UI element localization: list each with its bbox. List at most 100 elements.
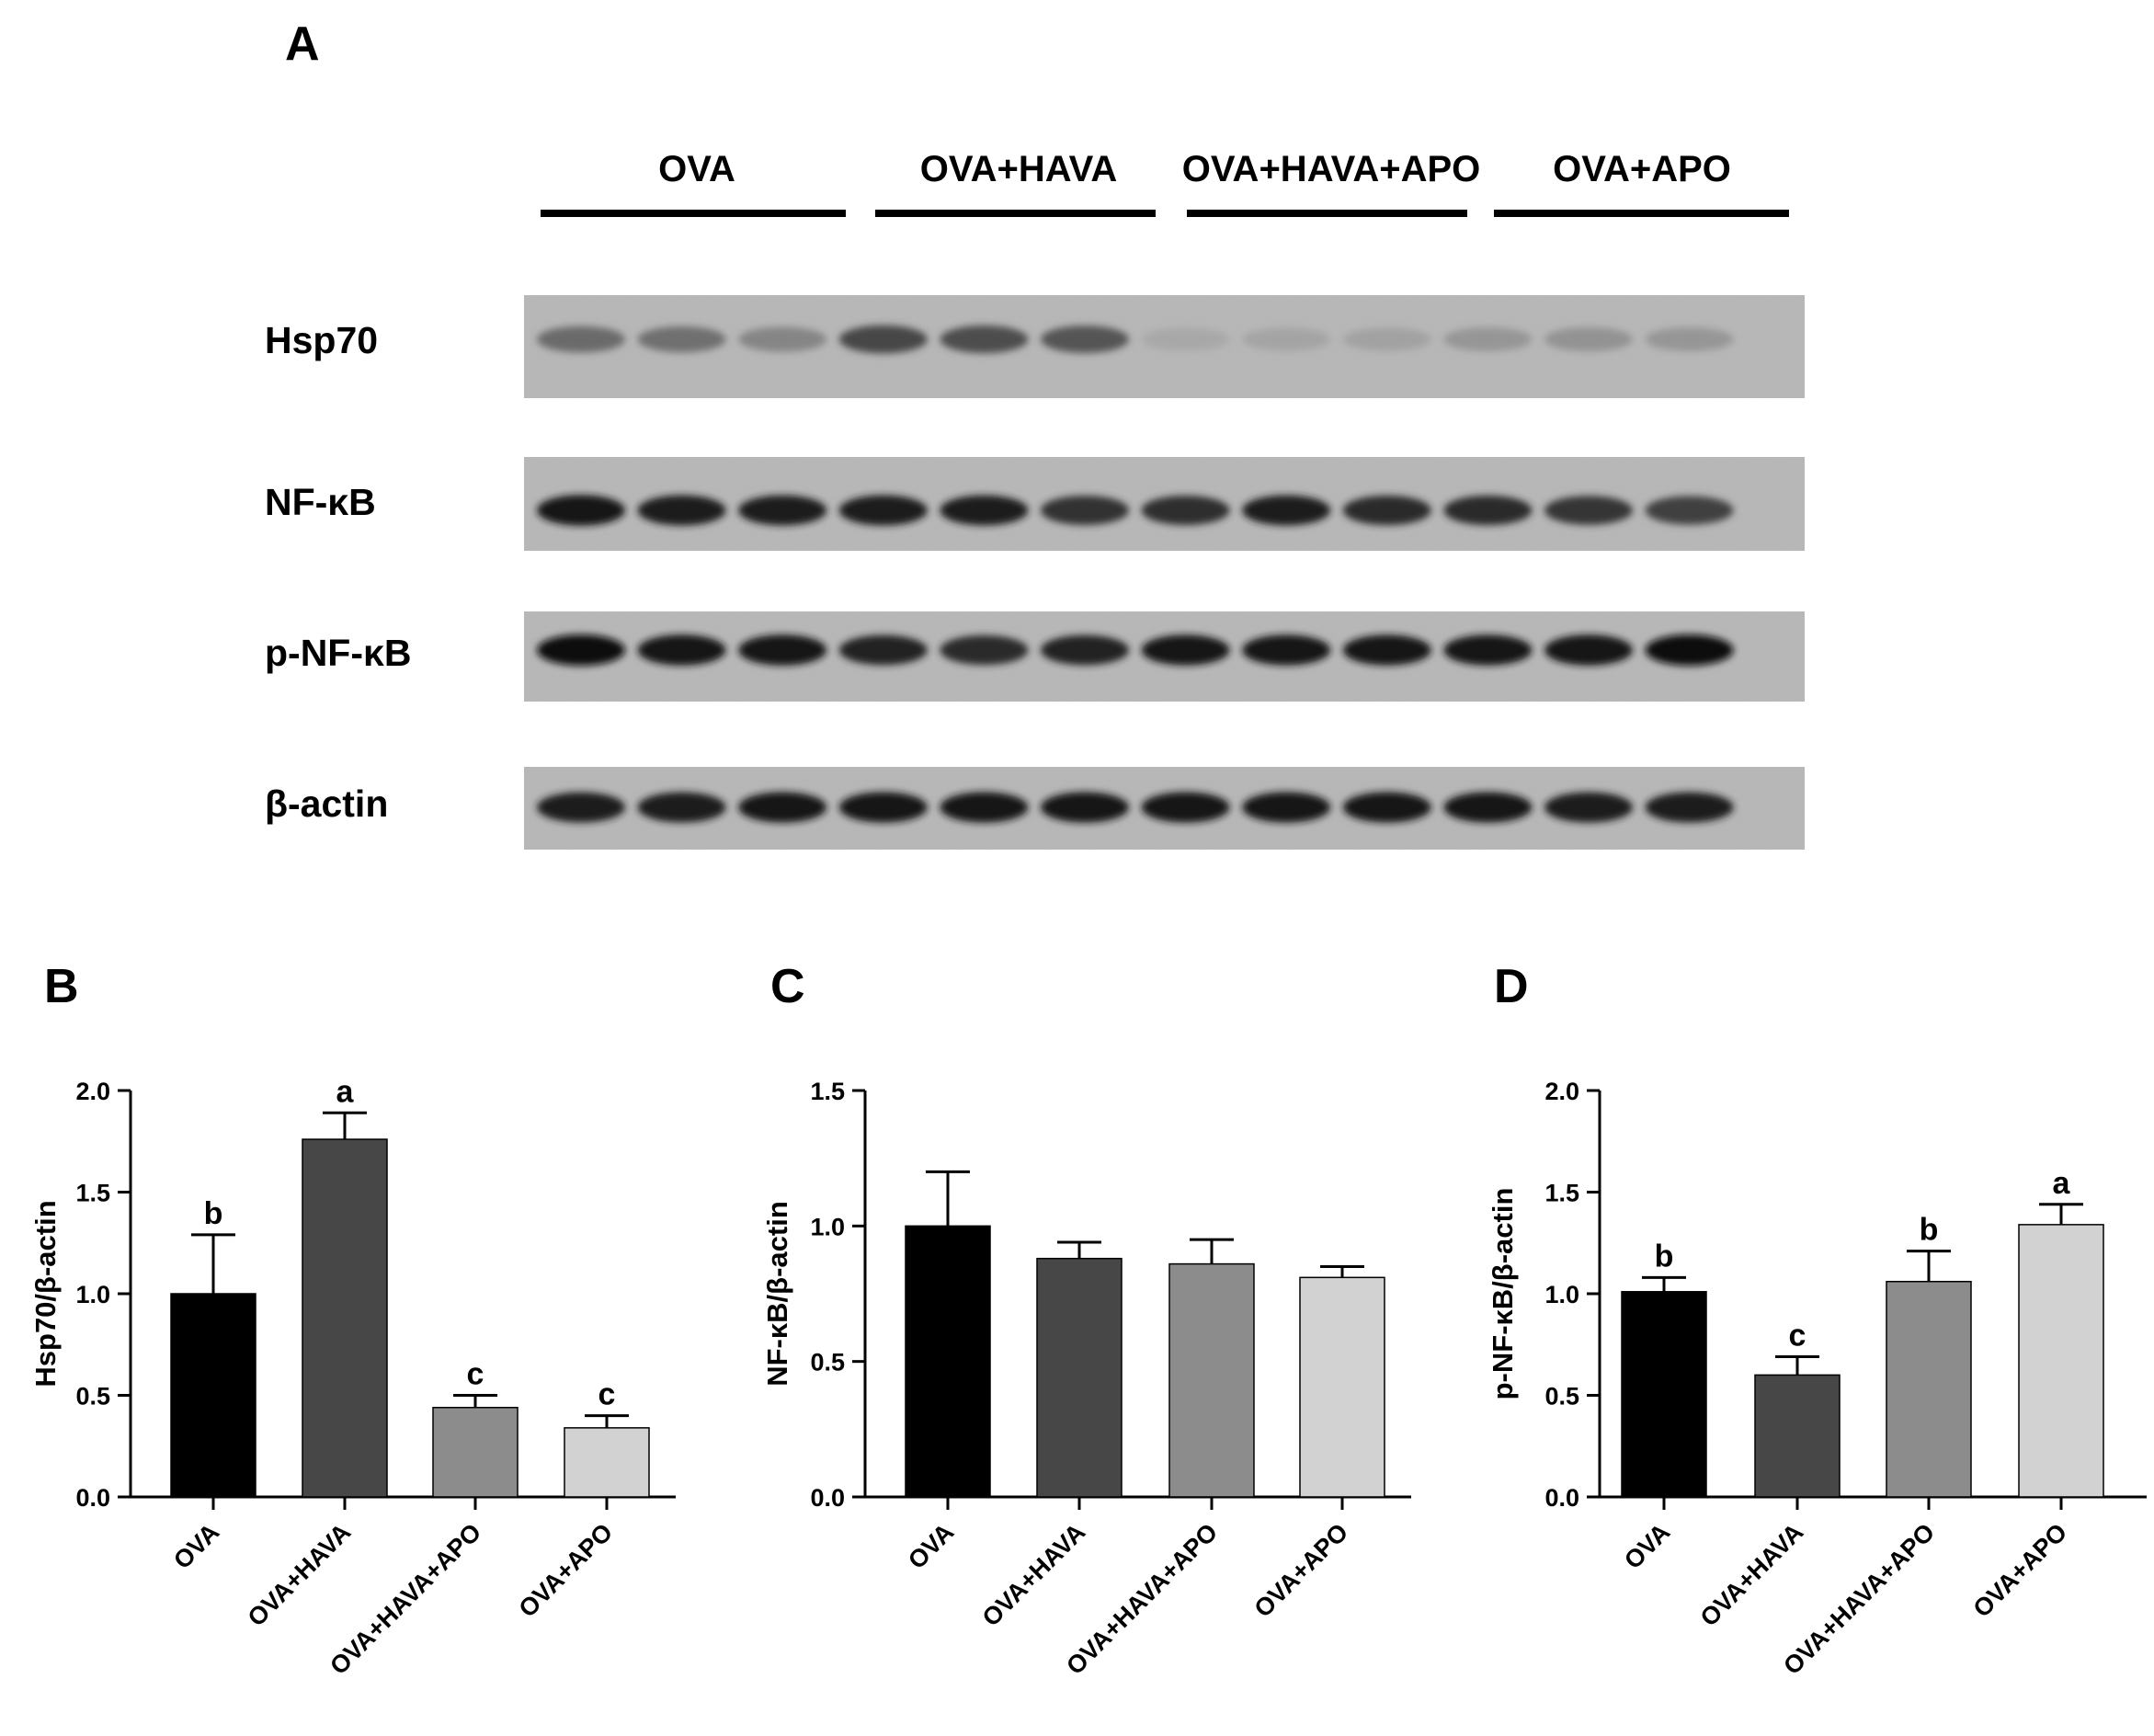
protein-band xyxy=(738,495,827,526)
x-tick-label: OVA+APO xyxy=(1968,1518,2073,1623)
bar xyxy=(564,1427,650,1498)
protein-band xyxy=(537,495,625,526)
y-tick-label: 0.0 xyxy=(810,1484,845,1512)
protein-band xyxy=(1443,634,1533,666)
protein-label: Hsp70 xyxy=(265,319,378,361)
protein-band xyxy=(1443,792,1533,823)
y-tick-label: 1.5 xyxy=(810,1078,845,1105)
protein-band xyxy=(1342,495,1431,526)
bar xyxy=(1299,1276,1385,1498)
protein-band xyxy=(838,495,928,526)
significance-letter: c xyxy=(1789,1319,1806,1353)
x-tick-label: OVA xyxy=(903,1518,959,1574)
protein-band xyxy=(1242,634,1331,666)
protein-band xyxy=(1041,634,1129,666)
protein-band xyxy=(1242,495,1331,526)
protein-band xyxy=(637,326,726,353)
y-tick-label: 1.0 xyxy=(1544,1281,1579,1308)
protein-band xyxy=(637,634,726,666)
protein-band xyxy=(1544,326,1633,352)
x-tick-label: OVA+HAVA xyxy=(243,1518,357,1632)
y-tick-label: 0.5 xyxy=(75,1383,110,1410)
panel-letter: B xyxy=(44,960,79,1013)
protein-band xyxy=(738,326,827,352)
y-tick-label: 2.0 xyxy=(1544,1078,1579,1105)
protein-band xyxy=(1645,327,1734,351)
protein-band xyxy=(1041,496,1129,525)
x-tick-label: OVA xyxy=(168,1518,224,1574)
y-axis-title: NF-κB/β-actin xyxy=(761,1201,793,1387)
protein-band xyxy=(1041,326,1129,353)
protein-band xyxy=(940,634,1029,666)
protein-band xyxy=(637,495,726,526)
panel-letter: D xyxy=(1494,960,1529,1013)
protein-band xyxy=(1645,496,1734,525)
protein-band xyxy=(1242,792,1331,823)
significance-letter: b xyxy=(1655,1239,1674,1273)
bar xyxy=(1754,1374,1841,1498)
y-tick-label: 0.5 xyxy=(1544,1383,1579,1410)
protein-band xyxy=(1443,495,1533,526)
bar xyxy=(1036,1257,1123,1498)
protein-band xyxy=(940,325,1029,354)
significance-letter: b xyxy=(204,1196,223,1231)
y-tick-label: 1.5 xyxy=(1544,1180,1579,1207)
significance-letter: c xyxy=(467,1357,484,1392)
protein-band xyxy=(1342,327,1431,351)
chart-panel-b: B 0.0 0.5 1.0 1.5 2.0 Hsp70/β-actin b OVA a OVA+HA… xyxy=(29,960,676,1680)
protein-band xyxy=(1544,792,1633,823)
bar xyxy=(170,1293,256,1498)
significance-letter: a xyxy=(2053,1166,2071,1201)
western-blot-panel: A OVA OVA+HAVA OVA+HAVA+APO OVA+APO Hsp70 NF-κ… xyxy=(265,17,1805,850)
y-tick-label: 0.5 xyxy=(810,1349,845,1376)
panel-letter: C xyxy=(770,960,805,1013)
bar xyxy=(1886,1280,1972,1498)
bar xyxy=(1621,1291,1707,1498)
protein-band xyxy=(1342,634,1431,666)
protein-label: NF-κB xyxy=(265,481,376,523)
significance-letter: a xyxy=(336,1074,355,1109)
protein-band xyxy=(940,495,1029,526)
bar xyxy=(302,1138,388,1498)
protein-band xyxy=(1041,792,1129,823)
lane-group-label: OVA+HAVA xyxy=(920,149,1117,189)
protein-band xyxy=(1141,792,1230,823)
y-axis-title: p-NF-κB/β-actin xyxy=(1487,1188,1519,1400)
significance-letter: b xyxy=(1920,1213,1939,1248)
lane-group-label: OVA+APO xyxy=(1553,149,1731,189)
protein-band xyxy=(1645,792,1734,823)
protein-band xyxy=(1544,496,1633,525)
protein-band xyxy=(1544,634,1633,666)
protein-band xyxy=(1443,327,1533,351)
chart-panel-c: C 0.0 0.5 1.0 1.5 NF-κB/β-actin OVA OVA+HAVA OVA… xyxy=(761,960,1411,1680)
protein-band xyxy=(1242,327,1331,351)
significance-letter: c xyxy=(598,1377,616,1412)
x-tick-label: OVA+APO xyxy=(514,1518,619,1623)
protein-band xyxy=(838,325,928,354)
bar xyxy=(2018,1224,2104,1498)
protein-band xyxy=(1342,792,1431,823)
protein-label: p-NF-κB xyxy=(265,632,411,674)
bar xyxy=(905,1225,991,1498)
x-tick-label: OVA+HAVA xyxy=(977,1518,1091,1632)
y-tick-label: 1.5 xyxy=(75,1180,110,1207)
y-axis-title: Hsp70/β-actin xyxy=(29,1200,62,1387)
protein-band xyxy=(1645,634,1734,666)
lane-group-label: OVA xyxy=(658,149,735,189)
protein-band xyxy=(738,634,827,666)
panel-letter-a: A xyxy=(285,17,320,71)
x-tick-label: OVA+HAVA xyxy=(1695,1518,1809,1632)
bar xyxy=(1168,1262,1255,1498)
protein-band xyxy=(1141,327,1230,351)
lane-group-label: OVA+HAVA+APO xyxy=(1182,149,1481,189)
bar xyxy=(432,1407,519,1498)
protein-band xyxy=(1141,634,1230,666)
protein-band xyxy=(838,634,928,666)
y-tick-label: 2.0 xyxy=(75,1078,110,1105)
x-tick-label: OVA xyxy=(1619,1518,1675,1574)
x-tick-label: OVA+APO xyxy=(1249,1518,1354,1623)
protein-band xyxy=(537,326,625,353)
chart-panel-d: D 0.0 0.5 1.0 1.5 2.0 p-NF-κB/β-actin b OVA c OVA+… xyxy=(1487,960,2147,1680)
protein-band xyxy=(537,792,625,823)
